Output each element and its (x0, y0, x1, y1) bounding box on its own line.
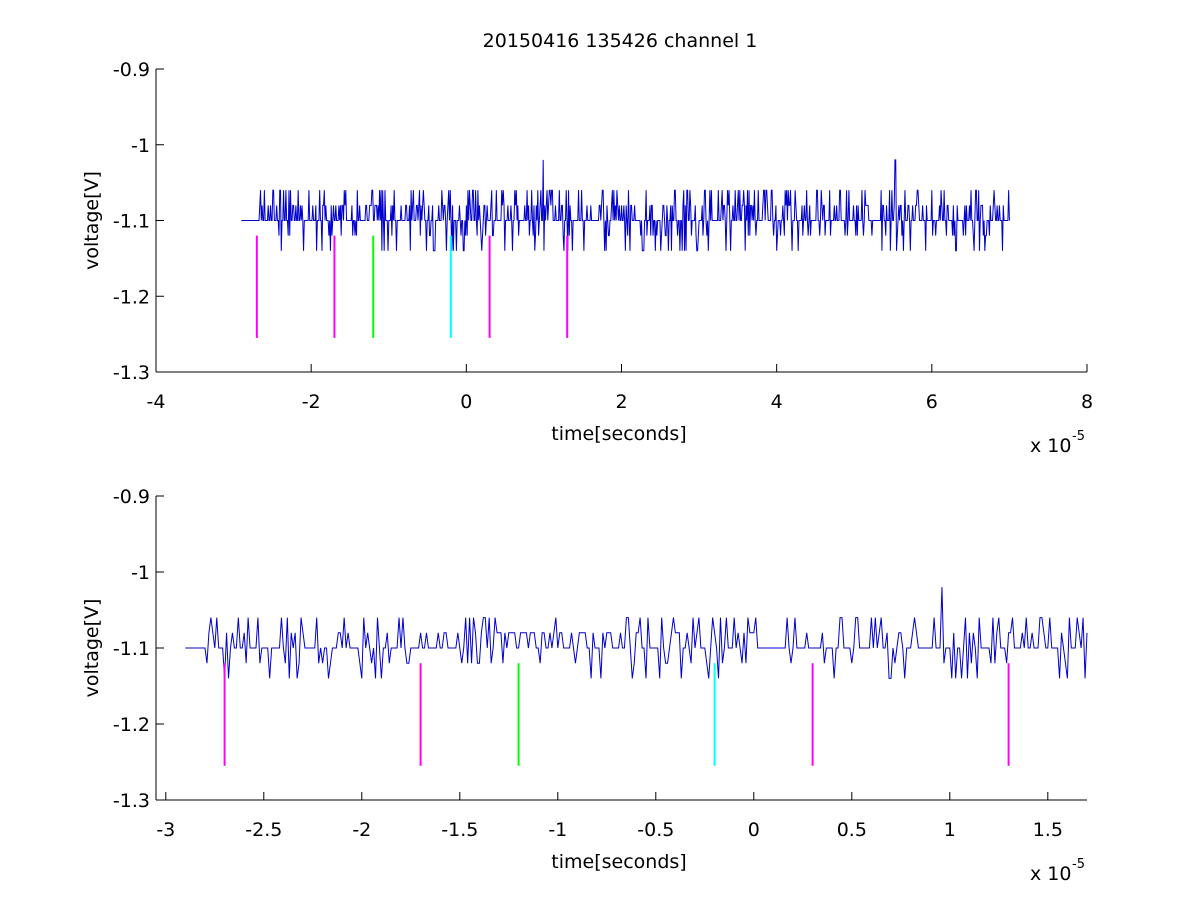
x-tick-label: -4 (147, 391, 166, 413)
x-tick-label: 0 (460, 391, 472, 413)
y-tick-label: -1.3 (113, 790, 150, 812)
bottom-axes: -0.9 -1 -1.1 -1.2 -1.3 -3 -2.5 -2 -1.5 -1 -0.5 0 0.5… (81, 486, 1088, 885)
signal-trace (241, 159, 1010, 252)
x-tick-label: 6 (926, 391, 938, 413)
y-tick-label: -1.2 (113, 286, 150, 308)
y-tick-label: -1.1 (113, 638, 150, 660)
x-tick-label: 2 (615, 391, 627, 413)
x-multiplier-exponent: -5 (1072, 429, 1085, 444)
y-axis-label: voltage[V] (81, 171, 103, 270)
x-tick-label: -3 (156, 819, 175, 841)
y-tick-label: -1.3 (113, 362, 150, 384)
x-tick-label: 1 (944, 819, 956, 841)
x-tick-label: 0 (748, 819, 760, 841)
x-axis-label: time[seconds] (551, 423, 686, 445)
y-axis-label: voltage[V] (81, 599, 103, 698)
x-multiplier: x 10 (1030, 863, 1071, 885)
x-tick-label: -1 (548, 819, 567, 841)
y-tick-label: -1.1 (113, 211, 150, 233)
chart-title: 20150416 135426 channel 1 (483, 30, 758, 52)
x-multiplier: x 10 (1030, 435, 1071, 457)
signal-trace (185, 587, 1088, 679)
y-tick-label: -0.9 (113, 486, 150, 508)
x-tick-label: 4 (771, 391, 783, 413)
x-tick-label: -2 (302, 391, 321, 413)
x-tick-label: 0.5 (837, 819, 867, 841)
x-tick-label: 8 (1081, 391, 1093, 413)
y-tick-label: -1 (131, 135, 150, 157)
y-tick-label: -1 (131, 562, 150, 584)
x-tick-label: -2 (352, 819, 371, 841)
x-tick-label: -1.5 (441, 819, 478, 841)
x-axis-label: time[seconds] (551, 851, 686, 873)
x-tick-label: -2.5 (245, 819, 282, 841)
x-multiplier-exponent: -5 (1072, 857, 1085, 872)
top-axes: -0.9 -1 -1.1 -1.2 -1.3 -4 -2 0 2 4 6 8 time[seconds]… (81, 59, 1093, 457)
x-tick-label: 1.5 (1033, 819, 1063, 841)
y-tick-label: -1.2 (113, 714, 150, 736)
y-tick-label: -0.9 (113, 59, 150, 81)
x-tick-label: -0.5 (637, 819, 674, 841)
